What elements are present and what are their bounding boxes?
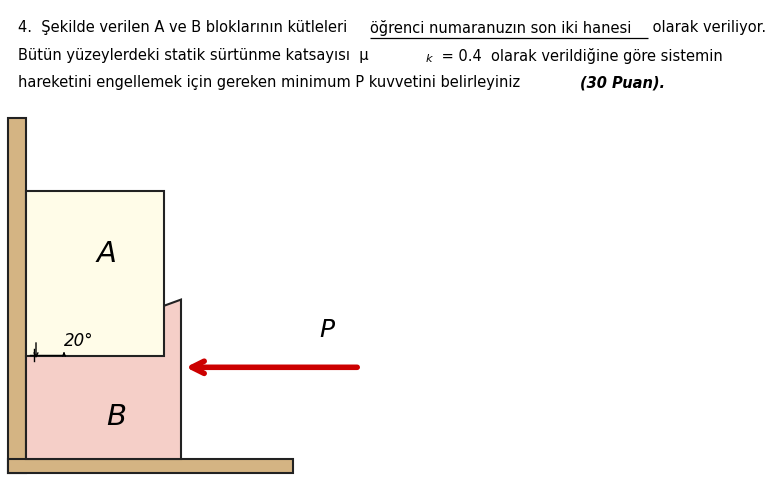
Text: olarak veriliyor.: olarak veriliyor. (648, 20, 766, 35)
Bar (26, 191, 164, 356)
Bar (8, 459, 293, 473)
Text: Bütün yüzeylerdeki statik sürtünme katsayısı  μ: Bütün yüzeylerdeki statik sürtünme katsa… (18, 48, 369, 63)
Text: B: B (106, 403, 126, 431)
Text: hareketini engellemek için gereken minimum P kuvvetini belirleyiniz: hareketini engellemek için gereken minim… (18, 75, 525, 90)
Polygon shape (26, 300, 181, 459)
Text: (30 Puan).: (30 Puan). (580, 75, 665, 90)
Text: öğrenci numaranuzın son iki hanesi: öğrenci numaranuzın son iki hanesi (370, 20, 632, 36)
Bar (8, 118, 26, 473)
Text: P: P (319, 318, 334, 342)
Text: = 0.4  olarak verildiğine göre sistemin: = 0.4 olarak verildiğine göre sistemin (437, 48, 723, 64)
Text: k: k (426, 54, 432, 64)
Text: 20°: 20° (64, 332, 94, 350)
Text: 4.  Şekilde verilen A ve B bloklarının kütleleri: 4. Şekilde verilen A ve B bloklarının kü… (18, 20, 352, 35)
Text: A: A (96, 239, 116, 268)
